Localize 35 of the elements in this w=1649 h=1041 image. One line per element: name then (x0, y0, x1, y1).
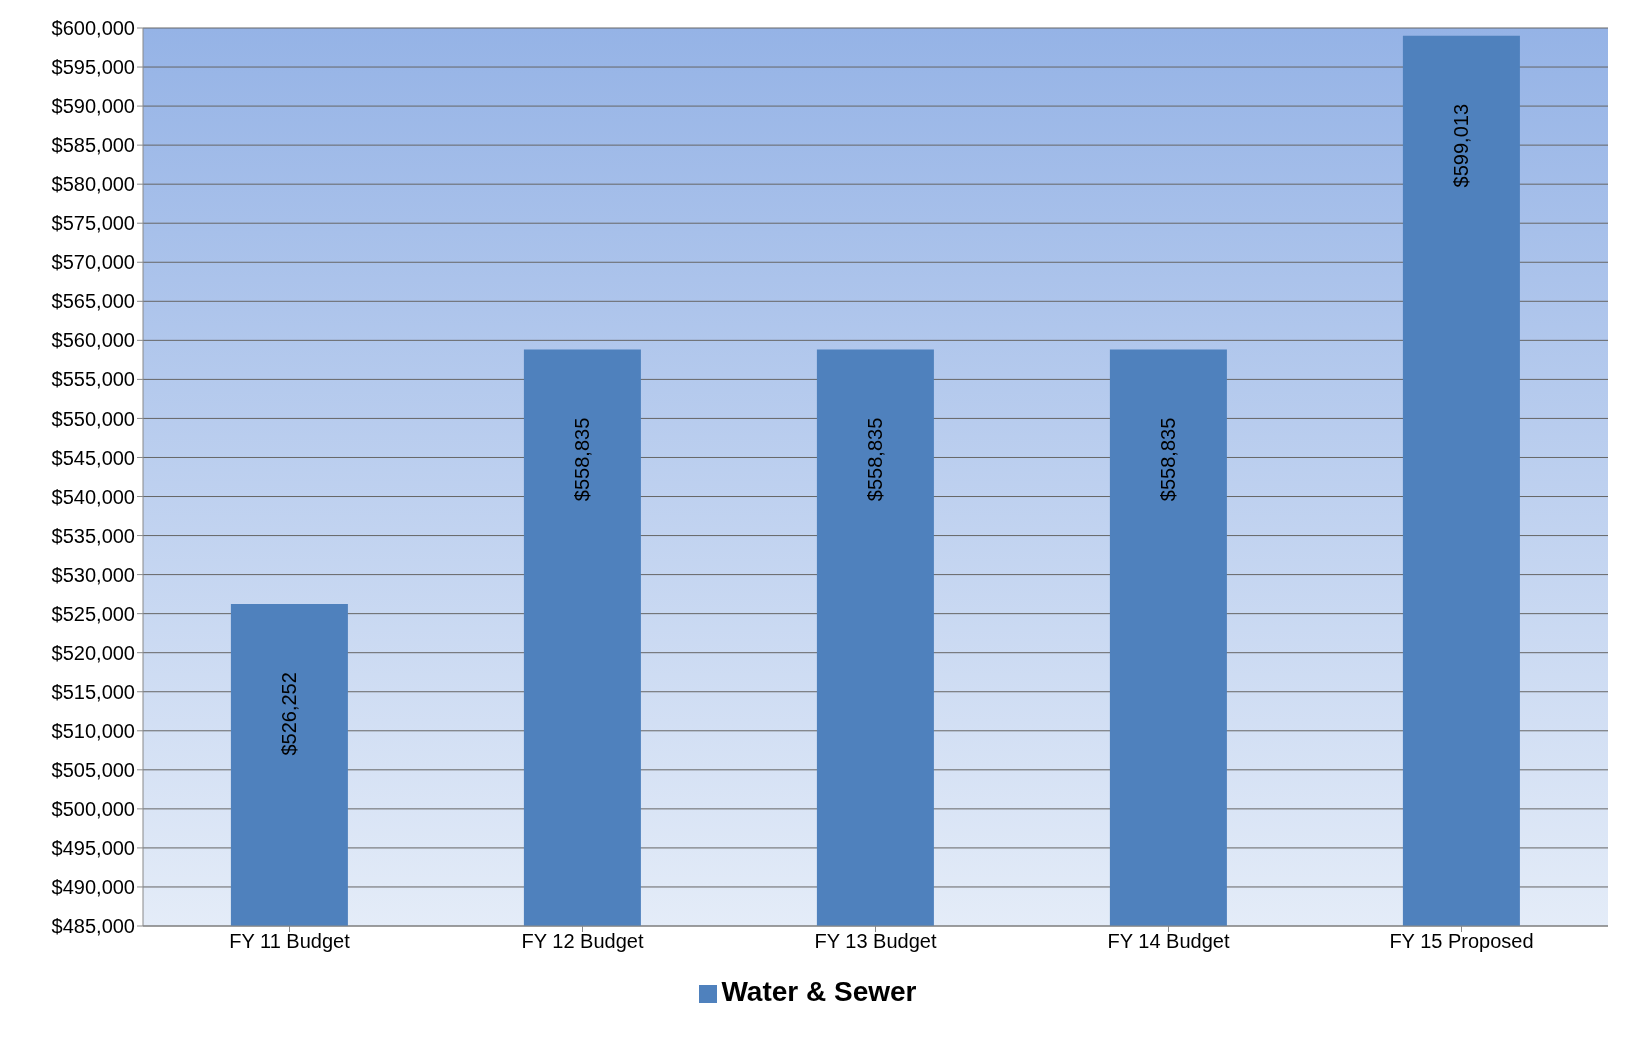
y-tick-label: $555,000 (51, 368, 135, 391)
y-tick-label: $570,000 (51, 251, 135, 274)
data-label: $526,252 (278, 672, 301, 756)
y-tick-label: $510,000 (51, 719, 135, 742)
y-tick-label: $585,000 (51, 134, 135, 157)
x-tick-label: FY 12 Budget (521, 930, 644, 953)
y-tick-label: $485,000 (51, 915, 135, 938)
y-tick-label: $500,000 (51, 797, 135, 820)
y-tick-label: $590,000 (51, 95, 135, 118)
x-tick-label: FY 14 Budget (1107, 930, 1230, 953)
y-tick-label: $565,000 (51, 290, 135, 313)
y-tick-label: $525,000 (51, 602, 135, 625)
y-tick-label: $490,000 (51, 876, 135, 899)
y-tick-label: $550,000 (51, 407, 135, 430)
x-tick-label: FY 11 Budget (229, 930, 351, 953)
x-tick-label: FY 15 Proposed (1389, 930, 1534, 953)
y-tick-label: $560,000 (51, 329, 135, 352)
y-tick-label: $515,000 (51, 680, 135, 703)
y-tick-label: $595,000 (51, 56, 135, 79)
y-tick-label: $575,000 (51, 212, 135, 235)
y-tick-label: $600,000 (51, 17, 135, 40)
data-label: $599,013 (1450, 104, 1473, 188)
y-tick-label: $495,000 (51, 837, 135, 860)
y-tick-label: $520,000 (51, 641, 135, 664)
y-tick-label: $545,000 (51, 446, 135, 469)
data-label: $558,835 (571, 417, 594, 502)
y-tick-label: $505,000 (51, 758, 135, 781)
data-label: $558,835 (864, 417, 887, 502)
y-tick-label: $530,000 (51, 563, 135, 586)
legend-label: Water & Sewer (721, 976, 917, 1007)
y-tick-label: $580,000 (51, 173, 135, 196)
y-tick-label: $540,000 (51, 485, 135, 508)
x-tick-label: FY 13 Budget (814, 930, 937, 953)
y-tick-label: $535,000 (51, 524, 135, 547)
data-label: $558,835 (1157, 417, 1180, 502)
